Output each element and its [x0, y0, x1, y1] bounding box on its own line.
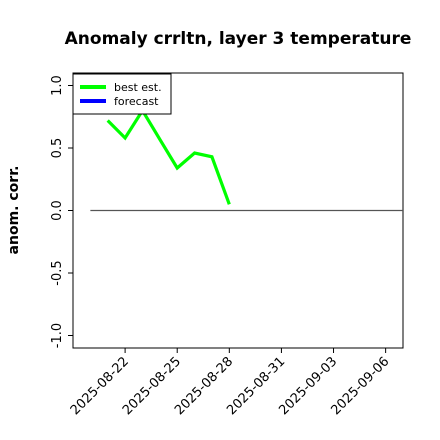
series-layer: [106, 107, 231, 205]
y-tick-label: 0.0: [50, 200, 65, 221]
x-axis: 2025-08-222025-08-252025-08-282025-08-31…: [68, 348, 392, 418]
y-tick-label: 1.0: [50, 75, 65, 96]
chart-title: Anomaly crrltn, layer 3 temperature: [65, 29, 412, 49]
legend-box: [72, 73, 172, 115]
legend-label-forecast: forecast: [114, 95, 159, 108]
y-axis-label: anom. corr.: [6, 166, 22, 255]
y-tick-label: -1.0: [50, 323, 65, 348]
legend-label-best-est: best est.: [114, 81, 162, 94]
y-tick-label: 0.5: [50, 138, 65, 159]
series-line-0: [106, 107, 231, 205]
legend: best est. forecast: [72, 73, 172, 115]
y-tick-label: -0.5: [50, 260, 65, 285]
y-axis: -1.0 -0.5 0.0 0.5 1.0: [50, 75, 73, 348]
